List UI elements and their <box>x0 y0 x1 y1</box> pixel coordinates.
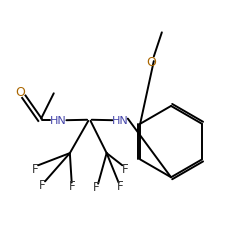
Text: F: F <box>117 179 124 192</box>
Text: F: F <box>122 162 128 175</box>
Text: F: F <box>93 180 100 193</box>
Text: HN: HN <box>112 115 129 125</box>
Text: F: F <box>39 178 46 191</box>
Text: F: F <box>32 162 39 175</box>
Text: HN: HN <box>50 115 67 125</box>
Text: O: O <box>146 55 156 68</box>
Text: O: O <box>15 85 25 98</box>
Text: F: F <box>69 179 75 192</box>
